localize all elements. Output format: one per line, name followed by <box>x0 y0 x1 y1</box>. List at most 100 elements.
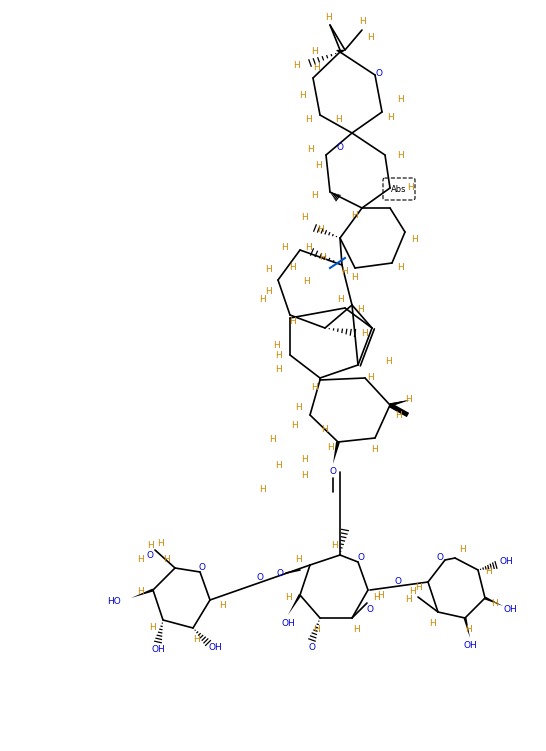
Text: H: H <box>312 47 318 56</box>
Text: H: H <box>259 295 265 304</box>
Text: H: H <box>317 225 323 234</box>
Text: H: H <box>361 328 369 337</box>
Text: OH: OH <box>499 557 513 566</box>
Polygon shape <box>131 589 153 598</box>
Text: H: H <box>395 411 401 420</box>
Text: O: O <box>436 553 443 562</box>
Text: H: H <box>307 146 313 155</box>
Polygon shape <box>464 617 470 638</box>
Text: H: H <box>289 264 295 273</box>
Text: H: H <box>337 295 343 304</box>
Text: O: O <box>308 644 316 653</box>
Text: H: H <box>272 340 280 349</box>
Text: OH: OH <box>151 646 165 655</box>
Text: H: H <box>305 243 311 252</box>
FancyBboxPatch shape <box>383 178 415 200</box>
Text: H: H <box>366 373 373 382</box>
Text: H: H <box>387 113 393 122</box>
Text: H: H <box>465 626 471 635</box>
Text: O: O <box>395 577 401 586</box>
Text: H: H <box>301 456 308 465</box>
Text: H: H <box>295 403 301 412</box>
Text: H: H <box>150 623 156 632</box>
Text: H: H <box>327 444 334 453</box>
Text: H: H <box>396 95 403 104</box>
Text: H: H <box>485 568 491 577</box>
Text: H: H <box>372 445 378 454</box>
Text: H: H <box>294 61 300 70</box>
Text: H: H <box>289 318 295 327</box>
Polygon shape <box>333 442 340 464</box>
Text: H: H <box>157 538 163 547</box>
Text: H: H <box>460 545 466 554</box>
Text: H: H <box>359 17 365 26</box>
Text: OH: OH <box>208 644 222 653</box>
Text: H: H <box>299 91 305 99</box>
Text: Abs: Abs <box>391 185 407 194</box>
Text: O: O <box>366 605 373 614</box>
Text: H: H <box>377 590 383 599</box>
Text: OH: OH <box>463 641 477 650</box>
Text: H: H <box>491 599 498 608</box>
Text: H: H <box>301 213 308 222</box>
Text: O: O <box>376 68 383 77</box>
Text: H: H <box>147 541 153 550</box>
Text: H: H <box>366 34 373 43</box>
Text: O: O <box>146 551 153 560</box>
Text: H: H <box>354 626 360 635</box>
Text: O: O <box>276 569 283 578</box>
Polygon shape <box>288 594 301 615</box>
Text: H: H <box>313 626 321 635</box>
Text: H: H <box>342 267 348 276</box>
Text: H: H <box>410 587 417 596</box>
Text: H: H <box>414 583 422 592</box>
Text: H: H <box>312 384 318 393</box>
Text: H: H <box>325 14 331 23</box>
Text: H: H <box>301 470 308 479</box>
Polygon shape <box>390 400 410 407</box>
Text: H: H <box>407 183 413 192</box>
Text: O: O <box>358 553 365 562</box>
Text: H: H <box>305 116 311 125</box>
Text: HO: HO <box>107 598 121 607</box>
Text: H: H <box>352 210 358 219</box>
Text: H: H <box>260 485 266 494</box>
Text: H: H <box>164 556 170 565</box>
Text: H: H <box>218 601 225 610</box>
Polygon shape <box>390 400 408 406</box>
Text: H: H <box>430 620 436 629</box>
Text: H: H <box>319 254 325 263</box>
Text: H: H <box>405 596 411 605</box>
Text: H: H <box>352 273 358 282</box>
Text: H: H <box>384 357 391 366</box>
Text: H: H <box>312 191 318 200</box>
Text: H: H <box>396 264 403 273</box>
Text: H: H <box>138 587 144 596</box>
Text: H: H <box>282 243 288 252</box>
Text: O: O <box>199 562 205 572</box>
Text: H: H <box>292 421 298 430</box>
Text: H: H <box>331 541 339 550</box>
Text: H: H <box>265 266 271 275</box>
Text: OH: OH <box>503 605 517 614</box>
Text: H: H <box>314 161 322 170</box>
Text: H: H <box>313 64 319 73</box>
Text: OH: OH <box>281 619 295 628</box>
Text: H: H <box>193 635 199 644</box>
Text: H: H <box>373 593 381 602</box>
Text: O: O <box>336 143 343 152</box>
Text: H: H <box>269 436 275 445</box>
Text: H: H <box>136 556 144 565</box>
Text: H: H <box>304 278 310 286</box>
Text: H: H <box>405 396 411 405</box>
Text: H: H <box>335 116 341 125</box>
Text: H: H <box>322 426 328 435</box>
Text: H: H <box>284 593 292 602</box>
Text: H: H <box>295 556 301 565</box>
Text: H: H <box>357 306 364 315</box>
Text: H: H <box>412 236 418 245</box>
Text: H: H <box>275 366 281 375</box>
Text: H: H <box>275 460 281 469</box>
Text: H: H <box>396 150 403 159</box>
Text: O: O <box>257 572 264 581</box>
